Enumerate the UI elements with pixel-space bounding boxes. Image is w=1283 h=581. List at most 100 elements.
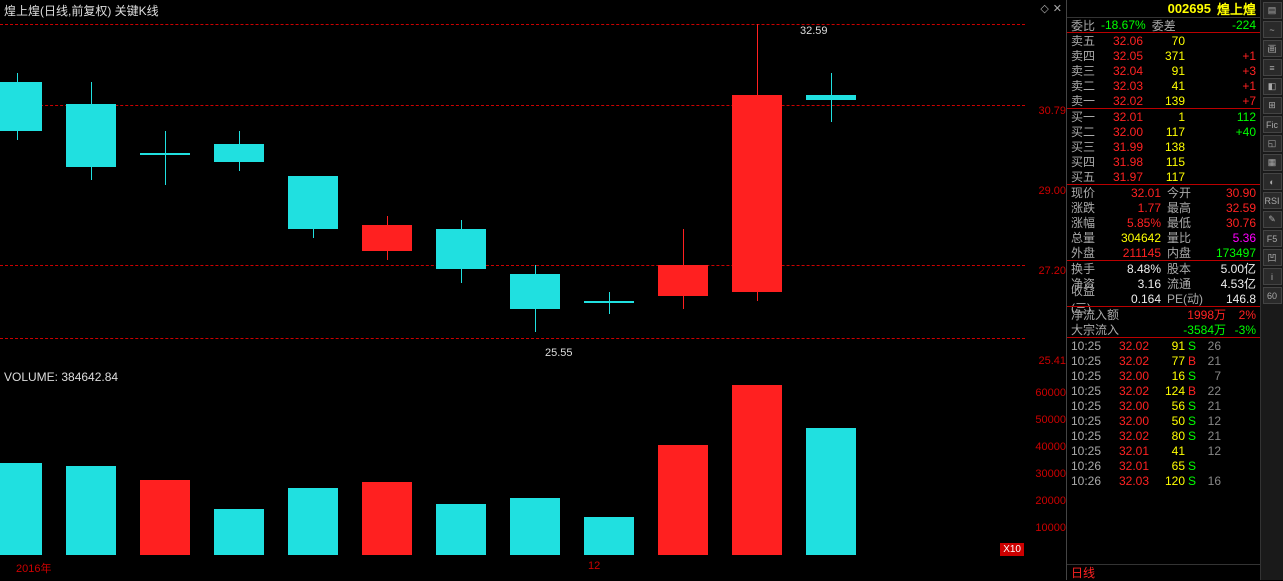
tool-button[interactable]: ▦ [1263, 154, 1282, 171]
trade-row[interactable]: 10:25 32.00 50 S 12 [1067, 413, 1260, 428]
volume-bar[interactable] [510, 498, 560, 555]
tool-button[interactable]: ▤ [1263, 2, 1282, 19]
flow-row: 大宗流入 -3584万 -3% [1067, 322, 1260, 337]
close-icon[interactable]: ✕ [1053, 2, 1062, 15]
field-label: PE(动) [1167, 290, 1205, 307]
bid-row[interactable]: 买一 32.01 1 112 [1067, 109, 1260, 124]
field-value: 4.53亿 [1221, 275, 1256, 292]
tool-button[interactable]: ⊞ [1263, 97, 1282, 114]
trade-flag: S [1185, 429, 1199, 443]
ask-row[interactable]: 卖三 32.04 91 +3 [1067, 63, 1260, 78]
price-annotation: 25.55 [545, 347, 573, 359]
candle-bar[interactable] [584, 301, 634, 303]
bid-row[interactable]: 买五 31.97 117 [1067, 169, 1260, 184]
trade-vol: 80 [1149, 429, 1185, 443]
tool-button[interactable]: 60 [1263, 287, 1282, 304]
tool-button[interactable]: F5 [1263, 230, 1282, 247]
tool-button[interactable]: 画 [1263, 40, 1282, 57]
tool-button[interactable]: ◱ [1263, 135, 1282, 152]
volume-bar[interactable] [436, 504, 486, 555]
trade-price: 32.01 [1107, 444, 1149, 458]
tool-button[interactable]: i [1263, 268, 1282, 285]
trade-row[interactable]: 10:25 32.02 91 S 26 [1067, 338, 1260, 353]
volume-bar[interactable] [362, 482, 412, 555]
footer-period[interactable]: 日线 [1071, 564, 1095, 581]
candle-bar[interactable] [214, 144, 264, 162]
stock-code: 002695 [1168, 1, 1211, 16]
bid-row[interactable]: 买二 32.00 117 +40 [1067, 124, 1260, 139]
x10-badge[interactable]: X10 [1000, 543, 1024, 556]
ask-row[interactable]: 卖二 32.03 41 +1 [1067, 78, 1260, 93]
field-value: 211145 [1109, 246, 1161, 260]
trade-flag: S [1185, 339, 1199, 353]
trade-time: 10:26 [1071, 474, 1107, 488]
ask-row[interactable]: 卖五 32.06 70 [1067, 33, 1260, 48]
volume-bar[interactable] [214, 509, 264, 555]
y-axis-label: 27.20 [1038, 265, 1066, 277]
candle-bar[interactable] [436, 229, 486, 269]
candle-bar[interactable] [0, 82, 42, 131]
trade-row[interactable]: 10:25 32.02 80 S 21 [1067, 428, 1260, 443]
candle-bar[interactable] [510, 274, 560, 310]
volume-chart[interactable] [0, 380, 1025, 555]
trade-row[interactable]: 10:25 32.02 77 B 21 [1067, 353, 1260, 368]
diff-label: 委差 [1152, 17, 1176, 34]
candle-bar[interactable] [140, 153, 190, 155]
volume-bar[interactable] [806, 428, 856, 555]
volume-label: VOLUME: 384642.84 [4, 370, 118, 384]
trade-row[interactable]: 10:25 32.01 41 12 [1067, 443, 1260, 458]
candle-bar[interactable] [66, 104, 116, 166]
volume-bar[interactable] [584, 517, 634, 555]
trade-row[interactable]: 10:25 32.00 56 S 21 [1067, 398, 1260, 413]
volume-bar[interactable] [0, 463, 42, 555]
volume-bar[interactable] [140, 480, 190, 555]
tool-button[interactable]: ◐ [1263, 173, 1282, 190]
trade-row[interactable]: 10:25 32.00 16 S 7 [1067, 368, 1260, 383]
bid-row[interactable]: 买四 31.98 115 [1067, 154, 1260, 169]
trade-vol: 50 [1149, 414, 1185, 428]
field-value: 146.8 [1226, 292, 1256, 306]
quote-sidebar: 002695 煌上煌 委比 -18.67% 委差 -224 卖五 32.06 7… [1066, 0, 1260, 580]
candle-bar[interactable] [806, 95, 856, 99]
trade-vol: 120 [1149, 474, 1185, 488]
candle-bar[interactable] [658, 265, 708, 296]
order-change: +1 [1228, 79, 1256, 93]
bid-row[interactable]: 买三 31.99 138 [1067, 139, 1260, 154]
minimize-icon[interactable]: ◇ [1040, 2, 1048, 15]
trade-row[interactable]: 10:26 32.03 120 S 16 [1067, 473, 1260, 488]
volume-bar[interactable] [288, 488, 338, 555]
tool-button[interactable]: Fic [1263, 116, 1282, 133]
tool-button[interactable]: RSI [1263, 192, 1282, 209]
trade-row[interactable]: 10:26 32.01 65 S [1067, 458, 1260, 473]
chart-area: 煌上煌(日线,前复权) 关键K线 ◇ ✕ 32.5925.55 30.7929.… [0, 0, 1066, 580]
candle-bar[interactable] [362, 225, 412, 252]
volume-bar[interactable] [658, 445, 708, 555]
order-label: 买五 [1071, 168, 1101, 185]
order-change: +7 [1228, 94, 1256, 108]
field-value: 304642 [1109, 231, 1161, 245]
trade-flag: S [1185, 459, 1199, 473]
trade-price: 32.03 [1107, 474, 1149, 488]
tool-button[interactable]: ✎ [1263, 211, 1282, 228]
tool-button[interactable]: ◧ [1263, 78, 1282, 95]
trade-extra: 21 [1199, 429, 1221, 443]
trade-price: 32.02 [1107, 354, 1149, 368]
tool-button[interactable]: 凹 [1263, 249, 1282, 266]
volume-bar[interactable] [66, 466, 116, 555]
ask-row[interactable]: 卖四 32.05 371 +1 [1067, 48, 1260, 63]
quote-block: 现价 32.01 今开 30.90涨跌 1.77 最高 32.59涨幅 5.85… [1067, 184, 1260, 260]
stock-header[interactable]: 002695 煌上煌 [1067, 0, 1260, 18]
ask-row[interactable]: 卖一 32.02 139 +7 [1067, 93, 1260, 108]
order-vol: 139 [1147, 94, 1185, 108]
trade-row[interactable]: 10:25 32.02 124 B 22 [1067, 383, 1260, 398]
candle-chart[interactable]: 32.5925.55 [0, 15, 1025, 363]
quote-row: 涨跌 1.77 最高 32.59 [1067, 200, 1260, 215]
trade-time: 10:25 [1071, 429, 1107, 443]
sidebar-footer: 日线 [1067, 564, 1260, 580]
candle-bar[interactable] [288, 176, 338, 230]
quote-row: 换手 8.48% 股本 5.00亿 [1067, 261, 1260, 276]
volume-bar[interactable] [732, 385, 782, 555]
tool-button[interactable]: ≡ [1263, 59, 1282, 76]
tool-button[interactable]: ~ [1263, 21, 1282, 38]
candle-bar[interactable] [732, 95, 782, 291]
